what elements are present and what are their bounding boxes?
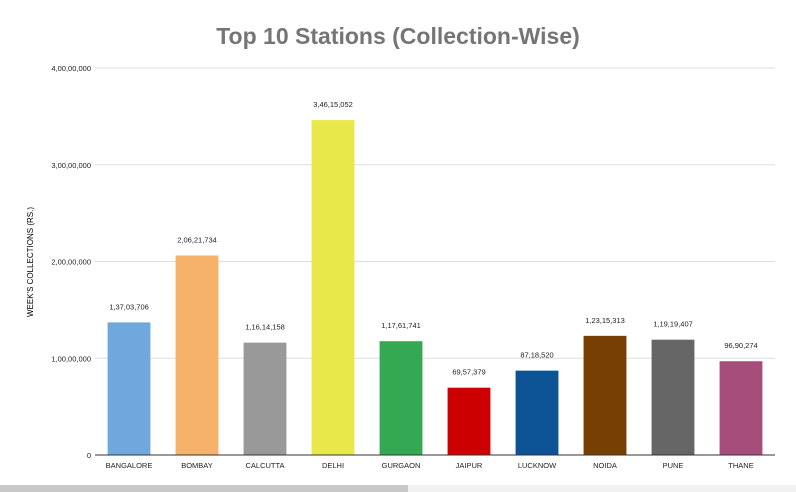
- x-category-label: BOMBAY: [181, 461, 213, 470]
- data-label: 1,37,03,706: [109, 302, 149, 311]
- x-category-label: JAIPUR: [456, 461, 483, 470]
- x-category-label: LUCKNOW: [518, 461, 557, 470]
- x-category-label: BANGALORE: [106, 461, 153, 470]
- bar-bangalore: [107, 322, 151, 455]
- y-tick-label: 3,00,00,000: [51, 161, 91, 170]
- x-axis-categories: BANGALORE BOMBAY CALCUTTA DELHI GURGAON JAIPU…: [106, 461, 754, 470]
- y-tick-label: 0: [87, 451, 91, 460]
- data-label: 1,19,19,407: [653, 320, 693, 329]
- bar-pune: [651, 339, 695, 455]
- data-label: 1,23,15,313: [585, 316, 625, 325]
- x-category-label: DELHI: [322, 461, 344, 470]
- bar-delhi: [311, 120, 355, 456]
- y-tick-label: 4,00,00,000: [51, 64, 91, 73]
- y-tick-label: 2,00,00,000: [51, 258, 91, 267]
- data-label: 3,46,15,052: [313, 100, 353, 109]
- data-labels: 1,37,03,706 2,06,21,734 1,16,14,158 3,46,15…: [109, 100, 758, 377]
- data-label: 87,18,520: [520, 351, 553, 360]
- data-label: 1,17,61,741: [381, 321, 421, 330]
- y-tick-label: 1,00,00,000: [51, 354, 91, 363]
- horizontal-scrollbar[interactable]: [0, 485, 796, 492]
- bar-gurgaon: [379, 341, 423, 455]
- x-category-label: PUNE: [663, 461, 684, 470]
- scrollbar-thumb[interactable]: [0, 485, 408, 492]
- bar-noida: [583, 335, 627, 455]
- x-category-label: NOIDA: [593, 461, 617, 470]
- data-label: 96,90,274: [724, 341, 757, 350]
- data-label: 2,06,21,734: [177, 235, 217, 244]
- bar-lucknow: [515, 370, 559, 455]
- chart-title: Top 10 Stations (Collection-Wise): [216, 23, 580, 49]
- x-category-label: GURGAON: [382, 461, 421, 470]
- x-category-label: THANE: [728, 461, 753, 470]
- data-label: 69,57,379: [452, 368, 485, 377]
- x-category-label: CALCUTTA: [245, 461, 284, 470]
- bar-bombay: [175, 255, 219, 455]
- bars: [107, 120, 763, 456]
- bar-thane: [719, 361, 763, 455]
- y-axis-ticks: 0 1,00,00,000 2,00,00,000 3,00,00,000 4,00,0…: [51, 64, 91, 460]
- bar-calcutta: [243, 342, 287, 455]
- y-axis-label: WEEK'S COLLECTIONS (RS.): [26, 207, 35, 317]
- bar-jaipur: [447, 387, 491, 455]
- data-label: 1,16,14,158: [245, 323, 285, 332]
